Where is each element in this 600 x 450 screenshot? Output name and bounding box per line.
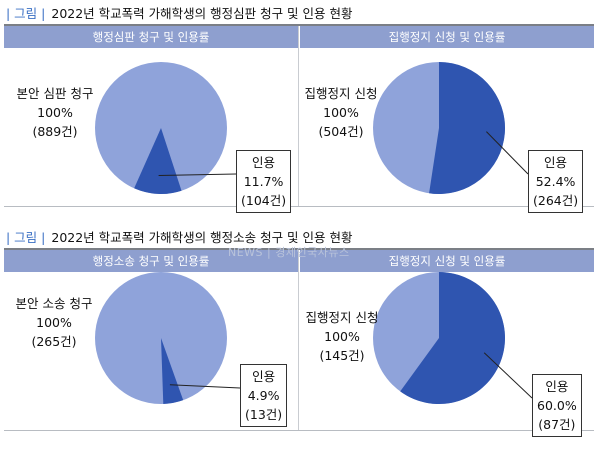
chart-1-pie	[95, 62, 237, 194]
chart-1-accepted-percent: 11.7%	[243, 174, 284, 189]
chart-1-base-name: 본안 심판 청구	[16, 86, 94, 101]
chart-3-base-label: 본안 소송 청구 100% (265건)	[4, 294, 104, 351]
chart-3-base-count: (265건)	[31, 334, 77, 349]
chart-2-base-percent: 100%	[323, 105, 359, 120]
pie-slice-accepted	[161, 338, 184, 404]
chart-3-accepted-callout: 인용 4.9% (13건)	[240, 364, 288, 427]
chart-panel-4: 집행정지 신청 및 인용률 집행정지 신청 100% (145건) 인용 60.…	[300, 250, 594, 437]
figure-1-tag: | 그림 |	[6, 5, 46, 21]
chart-panel-1: 행정심판 청구 및 인용률 본안 심판 청구 100% (889건) 인용 11…	[4, 26, 299, 213]
chart-1-accepted-name: 인용	[252, 155, 276, 170]
pie-slice-accepted	[134, 128, 182, 194]
chart-2-accepted-count: (264건)	[533, 193, 579, 208]
chart-2-body: 집행정지 신청 100% (504건) 인용 52.4% (264건)	[300, 48, 594, 213]
chart-2-accepted-percent: 52.4%	[535, 174, 576, 189]
chart-panel-3: 행정소송 청구 및 인용률 본안 소송 청구 100% (265건) 인용 4.…	[4, 250, 299, 430]
chart-2-base-name: 집행정지 신청	[304, 86, 378, 101]
chart-1-accepted-callout: 인용 11.7% (104건)	[236, 150, 292, 213]
callout-leader-line	[158, 173, 237, 176]
pie-slice-accepted	[400, 272, 505, 404]
chart-4-accepted-count: (87건)	[538, 417, 576, 432]
figure-2-title-row: | 그림 | 2022년 학교폭력 가해학생의 행정소송 청구 및 인용 현황	[6, 226, 353, 246]
figure-2-tag: | 그림 |	[6, 229, 46, 245]
chart-2-pie	[373, 62, 529, 194]
chart-1-accepted-count: (104건)	[241, 193, 287, 208]
chart-3-body: 본안 소송 청구 100% (265건) 인용 4.9% (13건)	[4, 272, 298, 430]
figure-2-section: 행정소송 청구 및 인용률 본안 소송 청구 100% (265건) 인용 4.…	[4, 248, 594, 437]
chart-3-base-percent: 100%	[36, 315, 72, 330]
chart-4-base-label: 집행정지 신청 100% (145건)	[300, 308, 384, 365]
figure-1-title: 2022년 학교폭력 가해학생의 행정심판 청구 및 인용 현황	[51, 5, 353, 21]
chart-4-base-count: (145건)	[319, 348, 365, 363]
chart-4-base-name: 집행정지 신청	[305, 310, 379, 325]
chart-1-base-count: (889건)	[32, 124, 78, 139]
chart-4-accepted-callout: 인용 60.0% (87건)	[532, 374, 582, 437]
chart-1-base-label: 본안 심판 청구 100% (889건)	[8, 84, 102, 141]
chart-3-base-name: 본안 소송 청구	[15, 296, 93, 311]
chart-4-pie	[373, 272, 533, 404]
chart-1-body: 본안 심판 청구 100% (889건) 인용 11.7% (104건)	[4, 48, 298, 213]
chart-2-accepted-name: 인용	[544, 155, 568, 170]
chart-2-base-count: (504건)	[318, 124, 364, 139]
chart-2-header: 집행정지 신청 및 인용률	[300, 26, 594, 48]
chart-4-accepted-percent: 60.0%	[537, 398, 577, 413]
chart-3-accepted-name: 인용	[252, 369, 276, 384]
chart-4-accepted-name: 인용	[545, 379, 569, 394]
callout-leader-line	[483, 352, 533, 399]
figure-1-section: 행정심판 청구 및 인용률 본안 심판 청구 100% (889건) 인용 11…	[4, 24, 594, 213]
pie-slice-accepted	[429, 62, 506, 194]
chart-2-base-label: 집행정지 신청 100% (504건)	[300, 84, 382, 141]
news-watermark: NEWS | 경제인국사뉴스	[228, 246, 350, 259]
chart-2-accepted-callout: 인용 52.4% (264건)	[528, 150, 584, 213]
chart-4-header: 집행정지 신청 및 인용률	[300, 250, 594, 272]
figure-2-title: 2022년 학교폭력 가해학생의 행정소송 청구 및 인용 현황	[51, 229, 353, 245]
chart-3-header: 행정소송 청구 및 인용률	[4, 250, 298, 272]
chart-4-base-percent: 100%	[324, 329, 360, 344]
figure-1-title-row: | 그림 | 2022년 학교폭력 가해학생의 행정심판 청구 및 인용 현황	[6, 2, 353, 22]
chart-4-body: 집행정지 신청 100% (145건) 인용 60.0% (87건)	[300, 272, 594, 437]
chart-panel-2: 집행정지 신청 및 인용률 집행정지 신청 100% (504건) 인용 52.…	[300, 26, 594, 213]
chart-3-accepted-percent: 4.9%	[247, 388, 280, 403]
chart-1-header: 행정심판 청구 및 인용률	[4, 26, 298, 48]
callout-leader-line	[169, 384, 241, 389]
chart-1-base-percent: 100%	[37, 105, 73, 120]
chart-3-accepted-count: (13건)	[245, 407, 283, 422]
chart-3-pie	[95, 272, 241, 404]
callout-leader-line	[486, 131, 529, 175]
